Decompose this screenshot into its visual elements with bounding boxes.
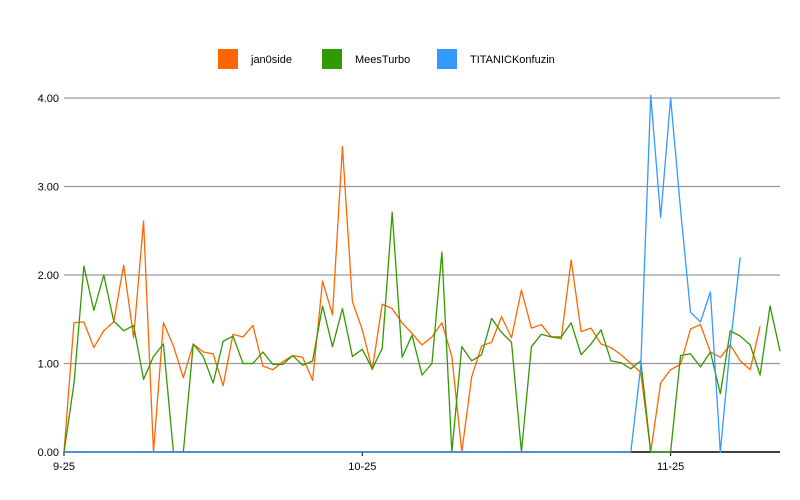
y-tick-label: 0.00 (38, 447, 59, 459)
y-tick-label: 3.00 (38, 182, 59, 194)
legend-label: jan0side (250, 54, 292, 66)
legend-swatch-MeesTurbo (322, 49, 342, 69)
legend: jan0side MeesTurbo TITANICKonfuzin (218, 49, 555, 69)
y-tick-label: 2.00 (38, 270, 59, 282)
series-line-jan0side (63, 146, 761, 453)
y-tick-labels: 0.00 1.00 2.00 3.00 4.00 (38, 93, 59, 459)
legend-label: MeesTurbo (355, 54, 410, 66)
legend-swatch-TITANICKonfuzin (437, 49, 457, 69)
series-lines (63, 94, 781, 453)
series-line-TITANICKonfuzin (630, 94, 741, 453)
legend-label: TITANICKonfuzin (470, 54, 555, 66)
x-tick-labels: 9-25 10-25 11-25 (53, 452, 684, 473)
x-tick-label: 11-25 (657, 461, 684, 473)
x-tick-label: 10-25 (348, 461, 376, 473)
legend-swatch-jan0side (218, 49, 238, 69)
x-tick-label: 9-25 (53, 461, 75, 473)
y-tick-label: 1.00 (38, 359, 59, 371)
y-tick-label: 4.00 (38, 93, 59, 105)
